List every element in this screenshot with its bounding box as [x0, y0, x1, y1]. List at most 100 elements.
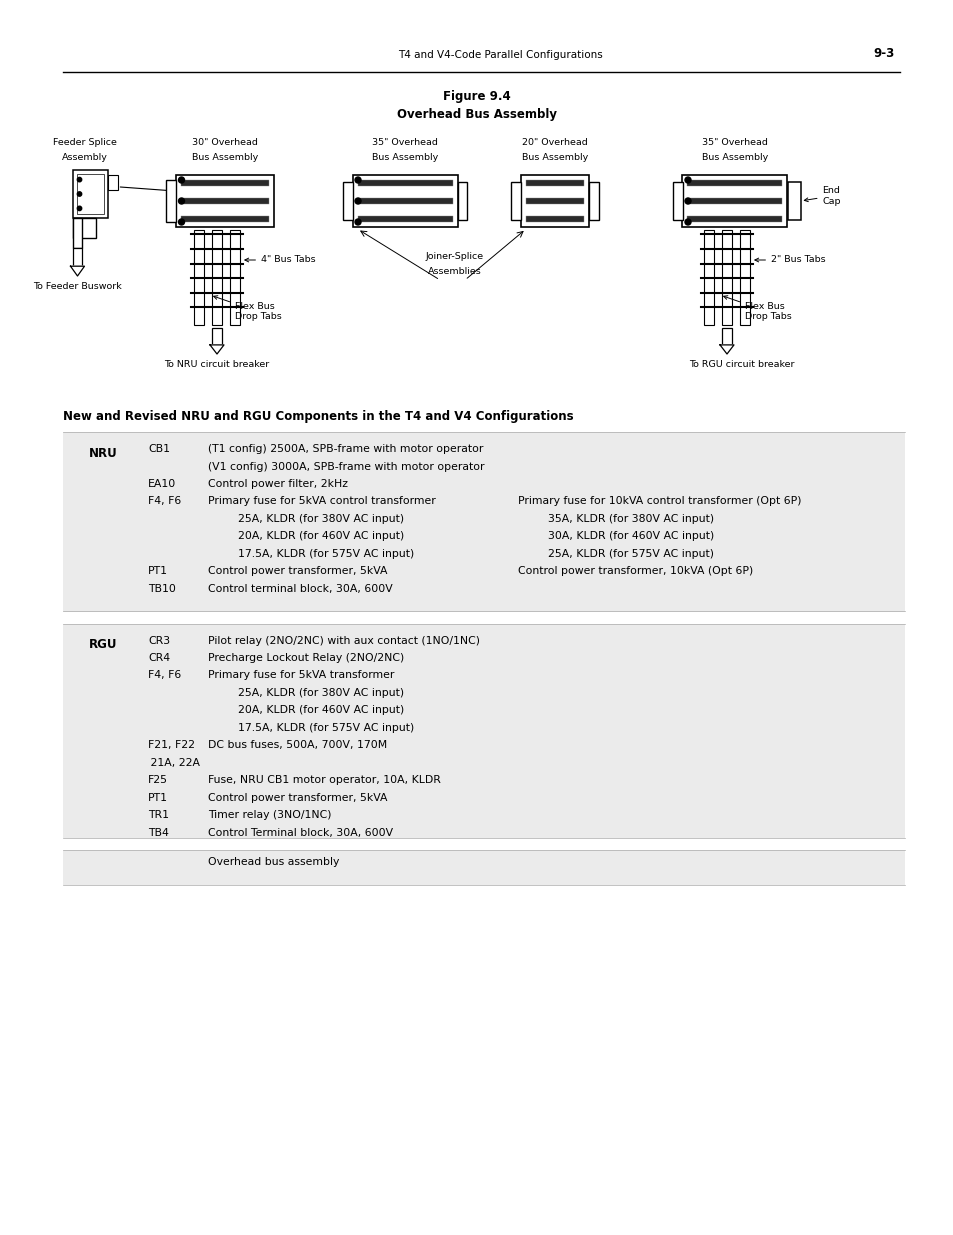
Circle shape — [178, 198, 184, 204]
Bar — [525, 216, 583, 222]
Text: Bus Assembly: Bus Assembly — [521, 153, 587, 162]
Bar — [212, 329, 222, 345]
Text: 35" Overhead: 35" Overhead — [701, 138, 767, 147]
Text: TB10: TB10 — [148, 584, 175, 594]
Text: New and Revised NRU and RGU Components in the T4 and V4 Configurations: New and Revised NRU and RGU Components i… — [63, 410, 573, 424]
Bar — [721, 329, 731, 345]
Circle shape — [77, 206, 82, 211]
Bar — [687, 216, 781, 222]
Bar — [786, 182, 800, 220]
Bar — [76, 174, 103, 214]
Text: CR3: CR3 — [148, 636, 170, 646]
Text: Timer relay (3NO/1NC): Timer relay (3NO/1NC) — [208, 810, 331, 820]
Text: Primary fuse for 5kVA control transformer: Primary fuse for 5kVA control transforme… — [208, 496, 436, 506]
Text: Control terminal block, 30A, 600V: Control terminal block, 30A, 600V — [208, 584, 393, 594]
Text: F4, F6: F4, F6 — [148, 671, 181, 680]
Text: Control power transformer, 5kVA: Control power transformer, 5kVA — [208, 793, 387, 803]
Text: DC bus fuses, 500A, 700V, 170M: DC bus fuses, 500A, 700V, 170M — [208, 741, 387, 751]
Polygon shape — [210, 345, 224, 354]
Text: Figure 9.4: Figure 9.4 — [442, 90, 511, 103]
Polygon shape — [71, 267, 85, 275]
Text: EA10: EA10 — [148, 479, 176, 489]
Text: 25A, KLDR (for 380V AC input): 25A, KLDR (for 380V AC input) — [237, 688, 404, 698]
Text: F4, F6: F4, F6 — [148, 496, 181, 506]
Bar — [108, 175, 117, 190]
Text: Bus Assembly: Bus Assembly — [701, 153, 767, 162]
Text: 17.5A, KLDR (for 575V AC input): 17.5A, KLDR (for 575V AC input) — [237, 550, 414, 559]
Text: Control power filter, 2kHz: Control power filter, 2kHz — [208, 479, 348, 489]
Text: Pilot relay (2NO/2NC) with aux contact (1NO/1NC): Pilot relay (2NO/2NC) with aux contact (… — [208, 636, 479, 646]
Text: RGU: RGU — [89, 638, 117, 652]
Circle shape — [355, 177, 360, 183]
Bar — [703, 230, 713, 325]
Text: 20" Overhead: 20" Overhead — [521, 138, 587, 147]
Bar — [520, 175, 588, 227]
Text: 25A, KLDR (for 380V AC input): 25A, KLDR (for 380V AC input) — [237, 514, 404, 524]
Text: TR1: TR1 — [148, 810, 169, 820]
Text: Bus Assembly: Bus Assembly — [372, 153, 437, 162]
Text: 20A, KLDR (for 460V AC input): 20A, KLDR (for 460V AC input) — [237, 531, 404, 541]
Text: Primary fuse for 10kVA control transformer (Opt 6P): Primary fuse for 10kVA control transform… — [517, 496, 801, 506]
Text: 9-3: 9-3 — [873, 47, 894, 61]
Bar — [72, 219, 81, 248]
Bar — [230, 230, 240, 325]
Bar — [740, 230, 749, 325]
Bar — [525, 180, 583, 186]
Text: 30" Overhead: 30" Overhead — [192, 138, 257, 147]
Text: TB4: TB4 — [148, 827, 169, 839]
Bar — [721, 230, 731, 325]
Text: (V1 config) 3000A, SPB-frame with motor operator: (V1 config) 3000A, SPB-frame with motor … — [208, 462, 484, 472]
Text: Overhead bus assembly: Overhead bus assembly — [208, 857, 339, 867]
Bar — [672, 182, 681, 220]
Text: CB1: CB1 — [148, 445, 170, 454]
Text: F21, F22: F21, F22 — [148, 741, 194, 751]
Polygon shape — [720, 345, 733, 354]
Bar — [166, 180, 175, 222]
Bar — [181, 198, 269, 204]
Text: CR4: CR4 — [148, 653, 170, 663]
Text: Flex Bus
Drop Tabs: Flex Bus Drop Tabs — [723, 295, 791, 321]
Bar — [73, 248, 82, 267]
Text: F25: F25 — [148, 776, 168, 785]
Bar — [525, 198, 583, 204]
Bar — [342, 182, 352, 220]
Bar — [212, 230, 222, 325]
Text: 25A, KLDR (for 575V AC input): 25A, KLDR (for 575V AC input) — [547, 550, 713, 559]
Text: Control Terminal block, 30A, 600V: Control Terminal block, 30A, 600V — [208, 827, 393, 839]
Bar — [72, 170, 108, 219]
Text: Joiner-Splice: Joiner-Splice — [425, 252, 483, 261]
Bar — [352, 175, 457, 227]
Circle shape — [77, 178, 82, 182]
Bar — [357, 198, 452, 204]
Circle shape — [684, 177, 690, 183]
Bar — [181, 216, 269, 222]
Text: To Feeder Buswork: To Feeder Buswork — [33, 282, 122, 291]
Text: To NRU circuit breaker: To NRU circuit breaker — [164, 359, 270, 369]
Text: 4" Bus Tabs: 4" Bus Tabs — [245, 256, 315, 264]
Text: Flex Bus
Drop Tabs: Flex Bus Drop Tabs — [213, 295, 281, 321]
Bar — [687, 198, 781, 204]
Bar — [687, 180, 781, 186]
Text: End
Cap: End Cap — [803, 186, 841, 206]
Text: Bus Assembly: Bus Assembly — [192, 153, 258, 162]
Text: Assembly: Assembly — [62, 153, 108, 162]
Circle shape — [684, 198, 690, 204]
Bar — [193, 230, 204, 325]
Bar — [63, 850, 904, 885]
Text: PT1: PT1 — [148, 567, 168, 577]
Text: Overhead Bus Assembly: Overhead Bus Assembly — [396, 107, 557, 121]
Text: 20A, KLDR (for 460V AC input): 20A, KLDR (for 460V AC input) — [237, 705, 404, 715]
Bar — [457, 182, 467, 220]
Text: 30A, KLDR (for 460V AC input): 30A, KLDR (for 460V AC input) — [547, 531, 714, 541]
Text: 2" Bus Tabs: 2" Bus Tabs — [754, 256, 824, 264]
Bar — [175, 175, 274, 227]
Text: Feeder Splice: Feeder Splice — [53, 138, 117, 147]
Text: Control power transformer, 5kVA: Control power transformer, 5kVA — [208, 567, 387, 577]
Circle shape — [355, 198, 360, 204]
Text: 21A, 22A: 21A, 22A — [147, 758, 200, 768]
Bar — [588, 182, 598, 220]
Text: Control power transformer, 10kVA (Opt 6P): Control power transformer, 10kVA (Opt 6P… — [517, 567, 753, 577]
Text: To RGU circuit breaker: To RGU circuit breaker — [688, 359, 794, 369]
Circle shape — [178, 177, 184, 183]
Bar — [181, 180, 269, 186]
